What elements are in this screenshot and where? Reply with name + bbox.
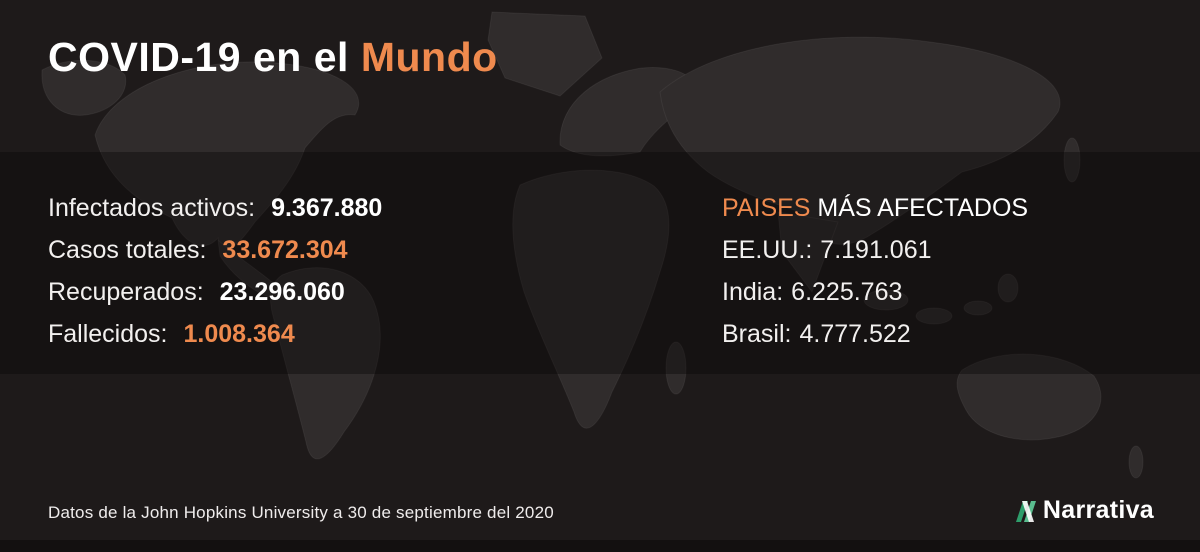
country-label: EE.UU.:	[722, 236, 813, 264]
countries-heading-rest: MÁS AFECTADOS	[810, 194, 1029, 222]
stat-value: 33.672.304	[222, 236, 348, 264]
stats-band	[0, 152, 1200, 374]
stat-label: Infectados activos:	[48, 194, 256, 222]
narrativa-logo: Narrativa	[1013, 496, 1154, 525]
stat-value: 1.008.364	[183, 320, 295, 348]
narrativa-logo-icon	[1015, 500, 1036, 522]
stat-label: Fallecidos:	[48, 320, 168, 348]
stat-row-fallecidos: Fallecidos: 1.008.364	[48, 320, 382, 349]
global-stats: Infectados activos: 9.367.880 Casos tota…	[48, 194, 382, 349]
countries-heading-highlight: PAISES	[722, 194, 811, 222]
countries-heading: PAISES MÁS AFECTADOS	[722, 194, 1028, 223]
country-value: 4.777.522	[799, 320, 911, 348]
country-value: 7.191.061	[820, 236, 932, 264]
most-affected-countries: PAISES MÁS AFECTADOS EE.UU.: 7.191.061 I…	[722, 194, 1028, 349]
page-title: COVID-19 en el Mundo	[48, 34, 498, 81]
country-value: 6.225.763	[791, 278, 903, 306]
narrativa-logo-text: Narrativa	[1042, 496, 1154, 524]
title-highlight: Mundo	[360, 34, 498, 80]
stat-row-infectados: Infectados activos: 9.367.880	[48, 194, 382, 223]
country-row-eeuu: EE.UU.: 7.191.061	[722, 236, 1028, 265]
country-label: India:	[722, 278, 784, 306]
stat-row-recuperados: Recuperados: 23.296.060	[48, 278, 382, 307]
country-label: Brasil:	[722, 320, 792, 348]
title-prefix: COVID-19 en el	[48, 34, 361, 80]
country-row-brasil: Brasil: 4.777.522	[722, 320, 1028, 349]
stat-label: Recuperados:	[48, 278, 204, 306]
stat-value: 9.367.880	[271, 194, 383, 222]
stat-label: Casos totales:	[48, 236, 207, 264]
stat-row-casos-totales: Casos totales: 33.672.304	[48, 236, 382, 265]
data-source-note: Datos de la John Hopkins University a 30…	[48, 503, 554, 522]
stat-value: 23.296.060	[219, 278, 345, 306]
country-row-india: India: 6.225.763	[722, 278, 1028, 307]
bottom-bar	[0, 540, 1200, 552]
